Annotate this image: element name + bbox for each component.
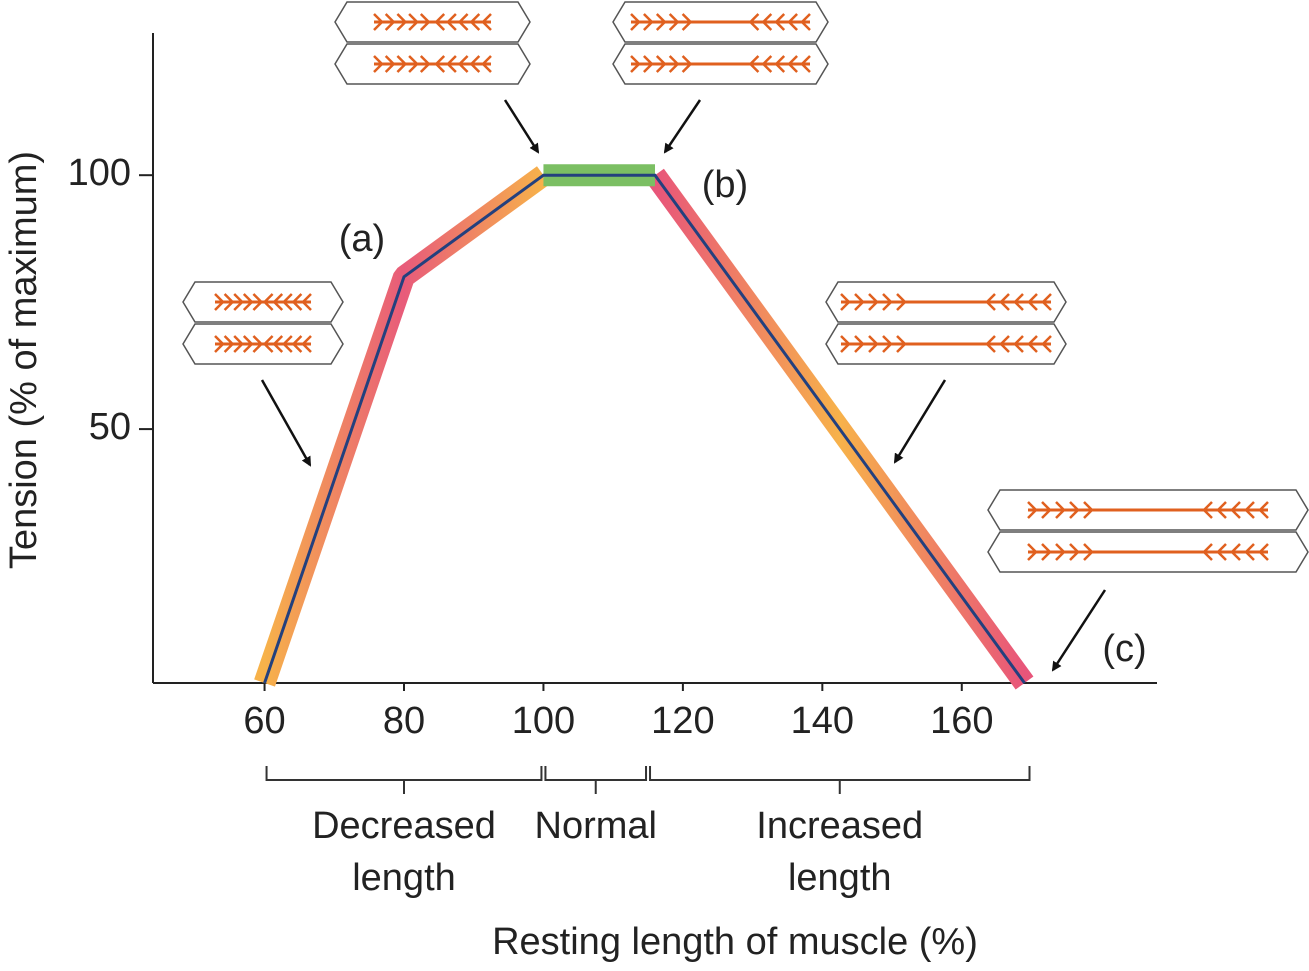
bracket (649, 766, 1031, 794)
chevron (643, 13, 798, 31)
chevron (223, 293, 303, 311)
chevron (882, 335, 1010, 353)
arrow (663, 99, 702, 154)
chevron (1069, 543, 1227, 561)
chevron (1069, 501, 1227, 519)
x-tick-label: 100 (512, 700, 575, 742)
chevron (1041, 543, 1255, 561)
region-label: Normal (534, 805, 657, 847)
chevron (630, 13, 811, 31)
chevron (214, 293, 312, 311)
annotation: (a) (339, 218, 385, 260)
chevron (1055, 501, 1241, 519)
chevron (242, 293, 284, 311)
arrow (893, 379, 947, 464)
x-tick-label: 140 (791, 700, 854, 742)
region-label: Decreased length (312, 805, 496, 899)
y-tick-label: 50 (89, 406, 131, 448)
chevron (668, 13, 773, 31)
chevron (1055, 543, 1241, 561)
chevron (408, 13, 457, 31)
arrow (260, 379, 312, 467)
chevron (419, 55, 446, 73)
chevron (373, 55, 492, 73)
chevron (630, 55, 811, 73)
chevron (396, 13, 469, 31)
chevron (252, 335, 274, 353)
x-tick-label: 120 (651, 700, 714, 742)
chevron (840, 293, 1052, 311)
chevron (681, 55, 760, 73)
chevron (868, 293, 1024, 311)
sarcomere-icon (334, 1, 531, 85)
x-tick-label: 160 (930, 700, 993, 742)
data-line (263, 173, 1026, 684)
chevron (252, 293, 274, 311)
chevron (668, 55, 773, 73)
chevron (242, 335, 284, 353)
x-axis-title: Resting length of muscle (%) (492, 921, 978, 963)
chevron (896, 335, 996, 353)
chevron (681, 13, 760, 31)
chevron (419, 13, 446, 31)
chevron (223, 335, 303, 353)
bracket (265, 766, 543, 794)
chevron (214, 335, 312, 353)
chevron (840, 335, 1052, 353)
chevron (373, 13, 492, 31)
chevron (384, 55, 481, 73)
chevron (1083, 543, 1213, 561)
annotation: (c) (1102, 628, 1146, 670)
y-tick-label: 100 (68, 152, 131, 194)
chevron (868, 335, 1024, 353)
region-label: Increased length (756, 805, 924, 899)
chevron (1041, 501, 1255, 519)
chevron (655, 13, 786, 31)
chevron (1083, 501, 1213, 519)
chevron (854, 335, 1038, 353)
x-tick-label: 60 (243, 700, 285, 742)
annotation: (b) (702, 164, 748, 206)
band (254, 166, 550, 687)
chevron (854, 293, 1038, 311)
chevron (643, 55, 798, 73)
x-tick-label: 80 (383, 700, 425, 742)
sarcomere-icon (182, 281, 344, 365)
chevron (408, 55, 457, 73)
chevron (233, 293, 293, 311)
y-axis-title: Tension (% of maximum) (3, 151, 45, 569)
chevron (655, 55, 786, 73)
chevron (233, 335, 293, 353)
chevron (384, 13, 481, 31)
arrow (503, 99, 540, 154)
sarcomere-icon (987, 489, 1309, 573)
chevron (396, 55, 469, 73)
chevron (882, 293, 1010, 311)
bracket (544, 766, 648, 794)
sarcomere-icon (825, 281, 1067, 365)
chevron (1027, 543, 1269, 561)
sarcomere-icon (612, 1, 829, 85)
chevron (1027, 501, 1269, 519)
arrow (1051, 589, 1107, 672)
chevron (896, 293, 996, 311)
